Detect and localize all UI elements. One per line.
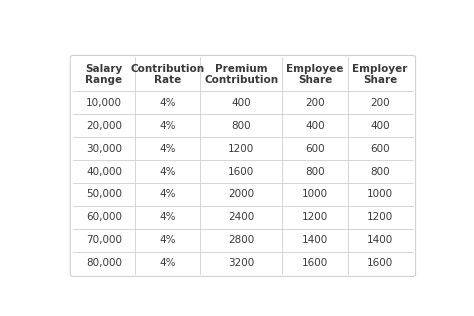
Text: 30,000: 30,000 — [86, 144, 122, 154]
Text: 1400: 1400 — [367, 235, 393, 245]
Text: 4%: 4% — [159, 235, 175, 245]
Text: Salary: Salary — [85, 64, 123, 74]
Text: 4%: 4% — [159, 167, 175, 177]
Text: 4%: 4% — [159, 98, 175, 108]
Text: 70,000: 70,000 — [86, 235, 122, 245]
Text: 4%: 4% — [159, 189, 175, 199]
Text: 1400: 1400 — [302, 235, 328, 245]
Text: 1600: 1600 — [302, 258, 328, 268]
Text: 800: 800 — [305, 167, 325, 177]
Text: 1000: 1000 — [302, 189, 328, 199]
Text: 1200: 1200 — [228, 144, 254, 154]
Text: 10,000: 10,000 — [86, 98, 122, 108]
Text: 1200: 1200 — [367, 212, 393, 222]
Text: 1200: 1200 — [302, 212, 328, 222]
Text: Premium: Premium — [215, 64, 267, 74]
Text: 400: 400 — [370, 121, 390, 131]
Text: 2800: 2800 — [228, 235, 254, 245]
Text: 200: 200 — [370, 98, 390, 108]
Text: 4%: 4% — [159, 258, 175, 268]
Text: 800: 800 — [370, 167, 390, 177]
Text: 600: 600 — [305, 144, 325, 154]
Text: 1000: 1000 — [367, 189, 393, 199]
Text: Range: Range — [85, 75, 123, 85]
Text: 200: 200 — [305, 98, 325, 108]
Text: 20,000: 20,000 — [86, 121, 122, 131]
Text: Share: Share — [363, 75, 397, 85]
Text: 1600: 1600 — [228, 167, 254, 177]
Text: Share: Share — [298, 75, 332, 85]
Text: 2400: 2400 — [228, 212, 254, 222]
Text: Contribution: Contribution — [130, 64, 204, 74]
Text: 4%: 4% — [159, 144, 175, 154]
Text: Employee: Employee — [286, 64, 344, 74]
Text: 80,000: 80,000 — [86, 258, 122, 268]
Text: 800: 800 — [231, 121, 251, 131]
Text: Contribution: Contribution — [204, 75, 278, 85]
Text: 3200: 3200 — [228, 258, 254, 268]
Text: Rate: Rate — [154, 75, 181, 85]
Text: 60,000: 60,000 — [86, 212, 122, 222]
Text: 40,000: 40,000 — [86, 167, 122, 177]
Text: 1600: 1600 — [367, 258, 393, 268]
Text: Employer: Employer — [352, 64, 408, 74]
FancyBboxPatch shape — [70, 55, 416, 276]
Text: 400: 400 — [305, 121, 325, 131]
Text: 400: 400 — [231, 98, 251, 108]
Text: 50,000: 50,000 — [86, 189, 122, 199]
Text: 2000: 2000 — [228, 189, 254, 199]
Text: 600: 600 — [370, 144, 390, 154]
Text: 4%: 4% — [159, 212, 175, 222]
Text: 4%: 4% — [159, 121, 175, 131]
